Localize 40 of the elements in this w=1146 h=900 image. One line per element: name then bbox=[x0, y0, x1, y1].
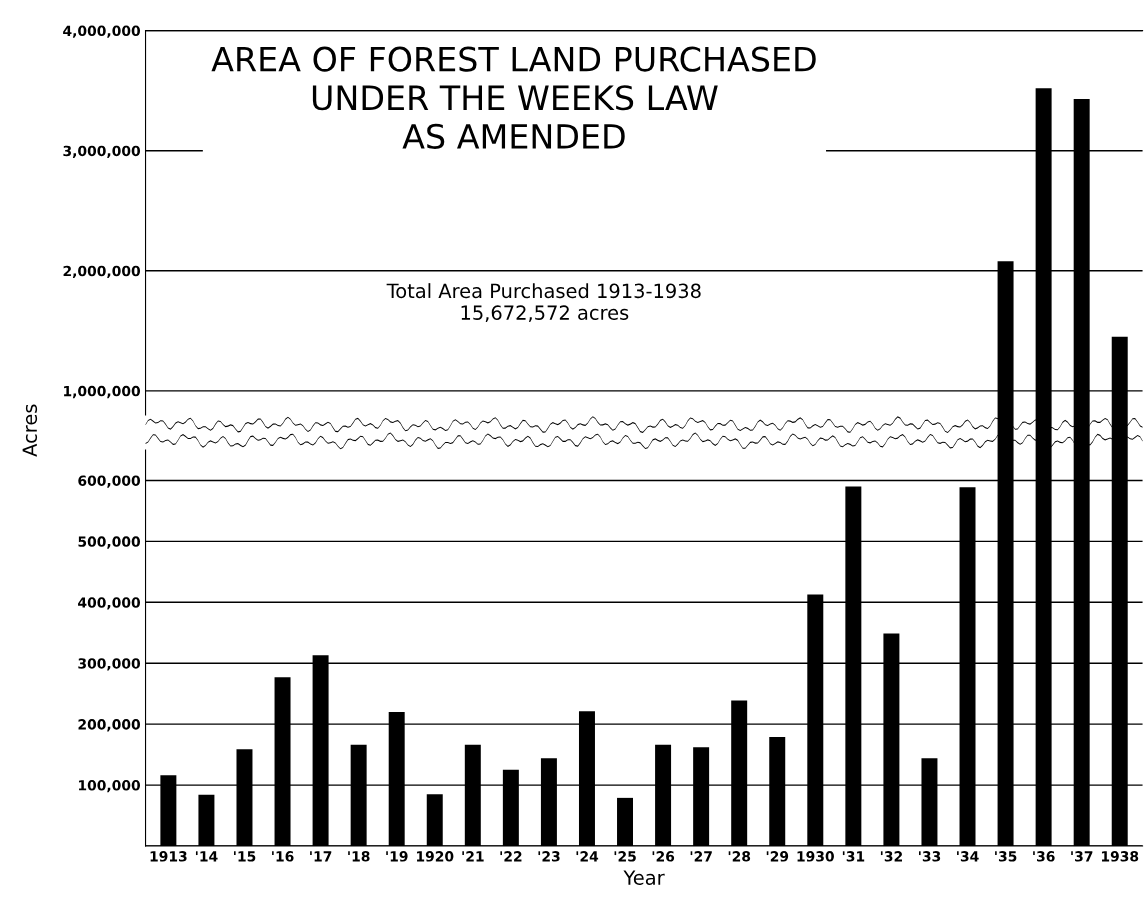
y-tick-label: 400,000 bbox=[78, 597, 141, 610]
text: AREA OF FOREST LAND PURCHASED UNDER THE WEEKS LAW AS AMENDED bbox=[211, 46, 816, 149]
y-tick-label: 600,000 bbox=[78, 475, 141, 488]
annotation: Total Area Purchased 1913-1938 15,672,572 acres bbox=[386, 283, 701, 322]
y-tick-label: 100,000 bbox=[78, 780, 141, 793]
y-tick-label: 2,000,000 bbox=[63, 265, 141, 279]
y-tick-label: 1,000,000 bbox=[64, 385, 141, 399]
x-tick-label: '25 bbox=[614, 851, 636, 862]
y-tick-label: 500,000 bbox=[78, 536, 141, 549]
x-tick-label: 1930 bbox=[797, 851, 834, 862]
y-tick-label: 200,000 bbox=[78, 719, 141, 732]
x-tick-label: '15 bbox=[234, 851, 256, 862]
x-tick-label: '17 bbox=[310, 851, 332, 862]
x-tick-label: '36 bbox=[1033, 851, 1055, 862]
x-tick-label: '19 bbox=[386, 851, 408, 862]
x-tick-label: '34 bbox=[957, 851, 979, 862]
x-tick-label: '26 bbox=[652, 851, 675, 862]
x-tick-label: '35 bbox=[995, 851, 1017, 862]
x-tick-label: '29 bbox=[766, 851, 789, 862]
x-tick-label: 1920 bbox=[416, 851, 454, 862]
x-axis-title: Year bbox=[623, 870, 665, 885]
y-tick-label: 4,000,000 bbox=[63, 25, 141, 38]
x-tick-label: '14 bbox=[195, 851, 218, 862]
x-tick-label: '24 bbox=[576, 851, 599, 862]
x-tick-label: '18 bbox=[348, 851, 370, 862]
x-tick-label: '22 bbox=[500, 851, 522, 862]
x-tick-label: '21 bbox=[462, 851, 484, 862]
x-tick-label: '33 bbox=[918, 851, 941, 862]
x-tick-label: '37 bbox=[1071, 851, 1093, 862]
x-tick-label: 1913 bbox=[150, 851, 187, 862]
x-tick-label: '28 bbox=[728, 851, 751, 862]
x-tick-label: '23 bbox=[538, 851, 560, 862]
y-tick-label: 3,000,000 bbox=[63, 145, 141, 158]
x-tick-label: '27 bbox=[690, 851, 712, 862]
y-tick-label: 300,000 bbox=[78, 658, 141, 671]
x-tick-label: '32 bbox=[880, 851, 902, 862]
x-tick-label: '16 bbox=[272, 851, 294, 862]
x-tick-label: '31 bbox=[842, 851, 865, 862]
y-axis-title: Acres bbox=[22, 404, 38, 457]
x-tick-label: 1938 bbox=[1101, 851, 1139, 862]
